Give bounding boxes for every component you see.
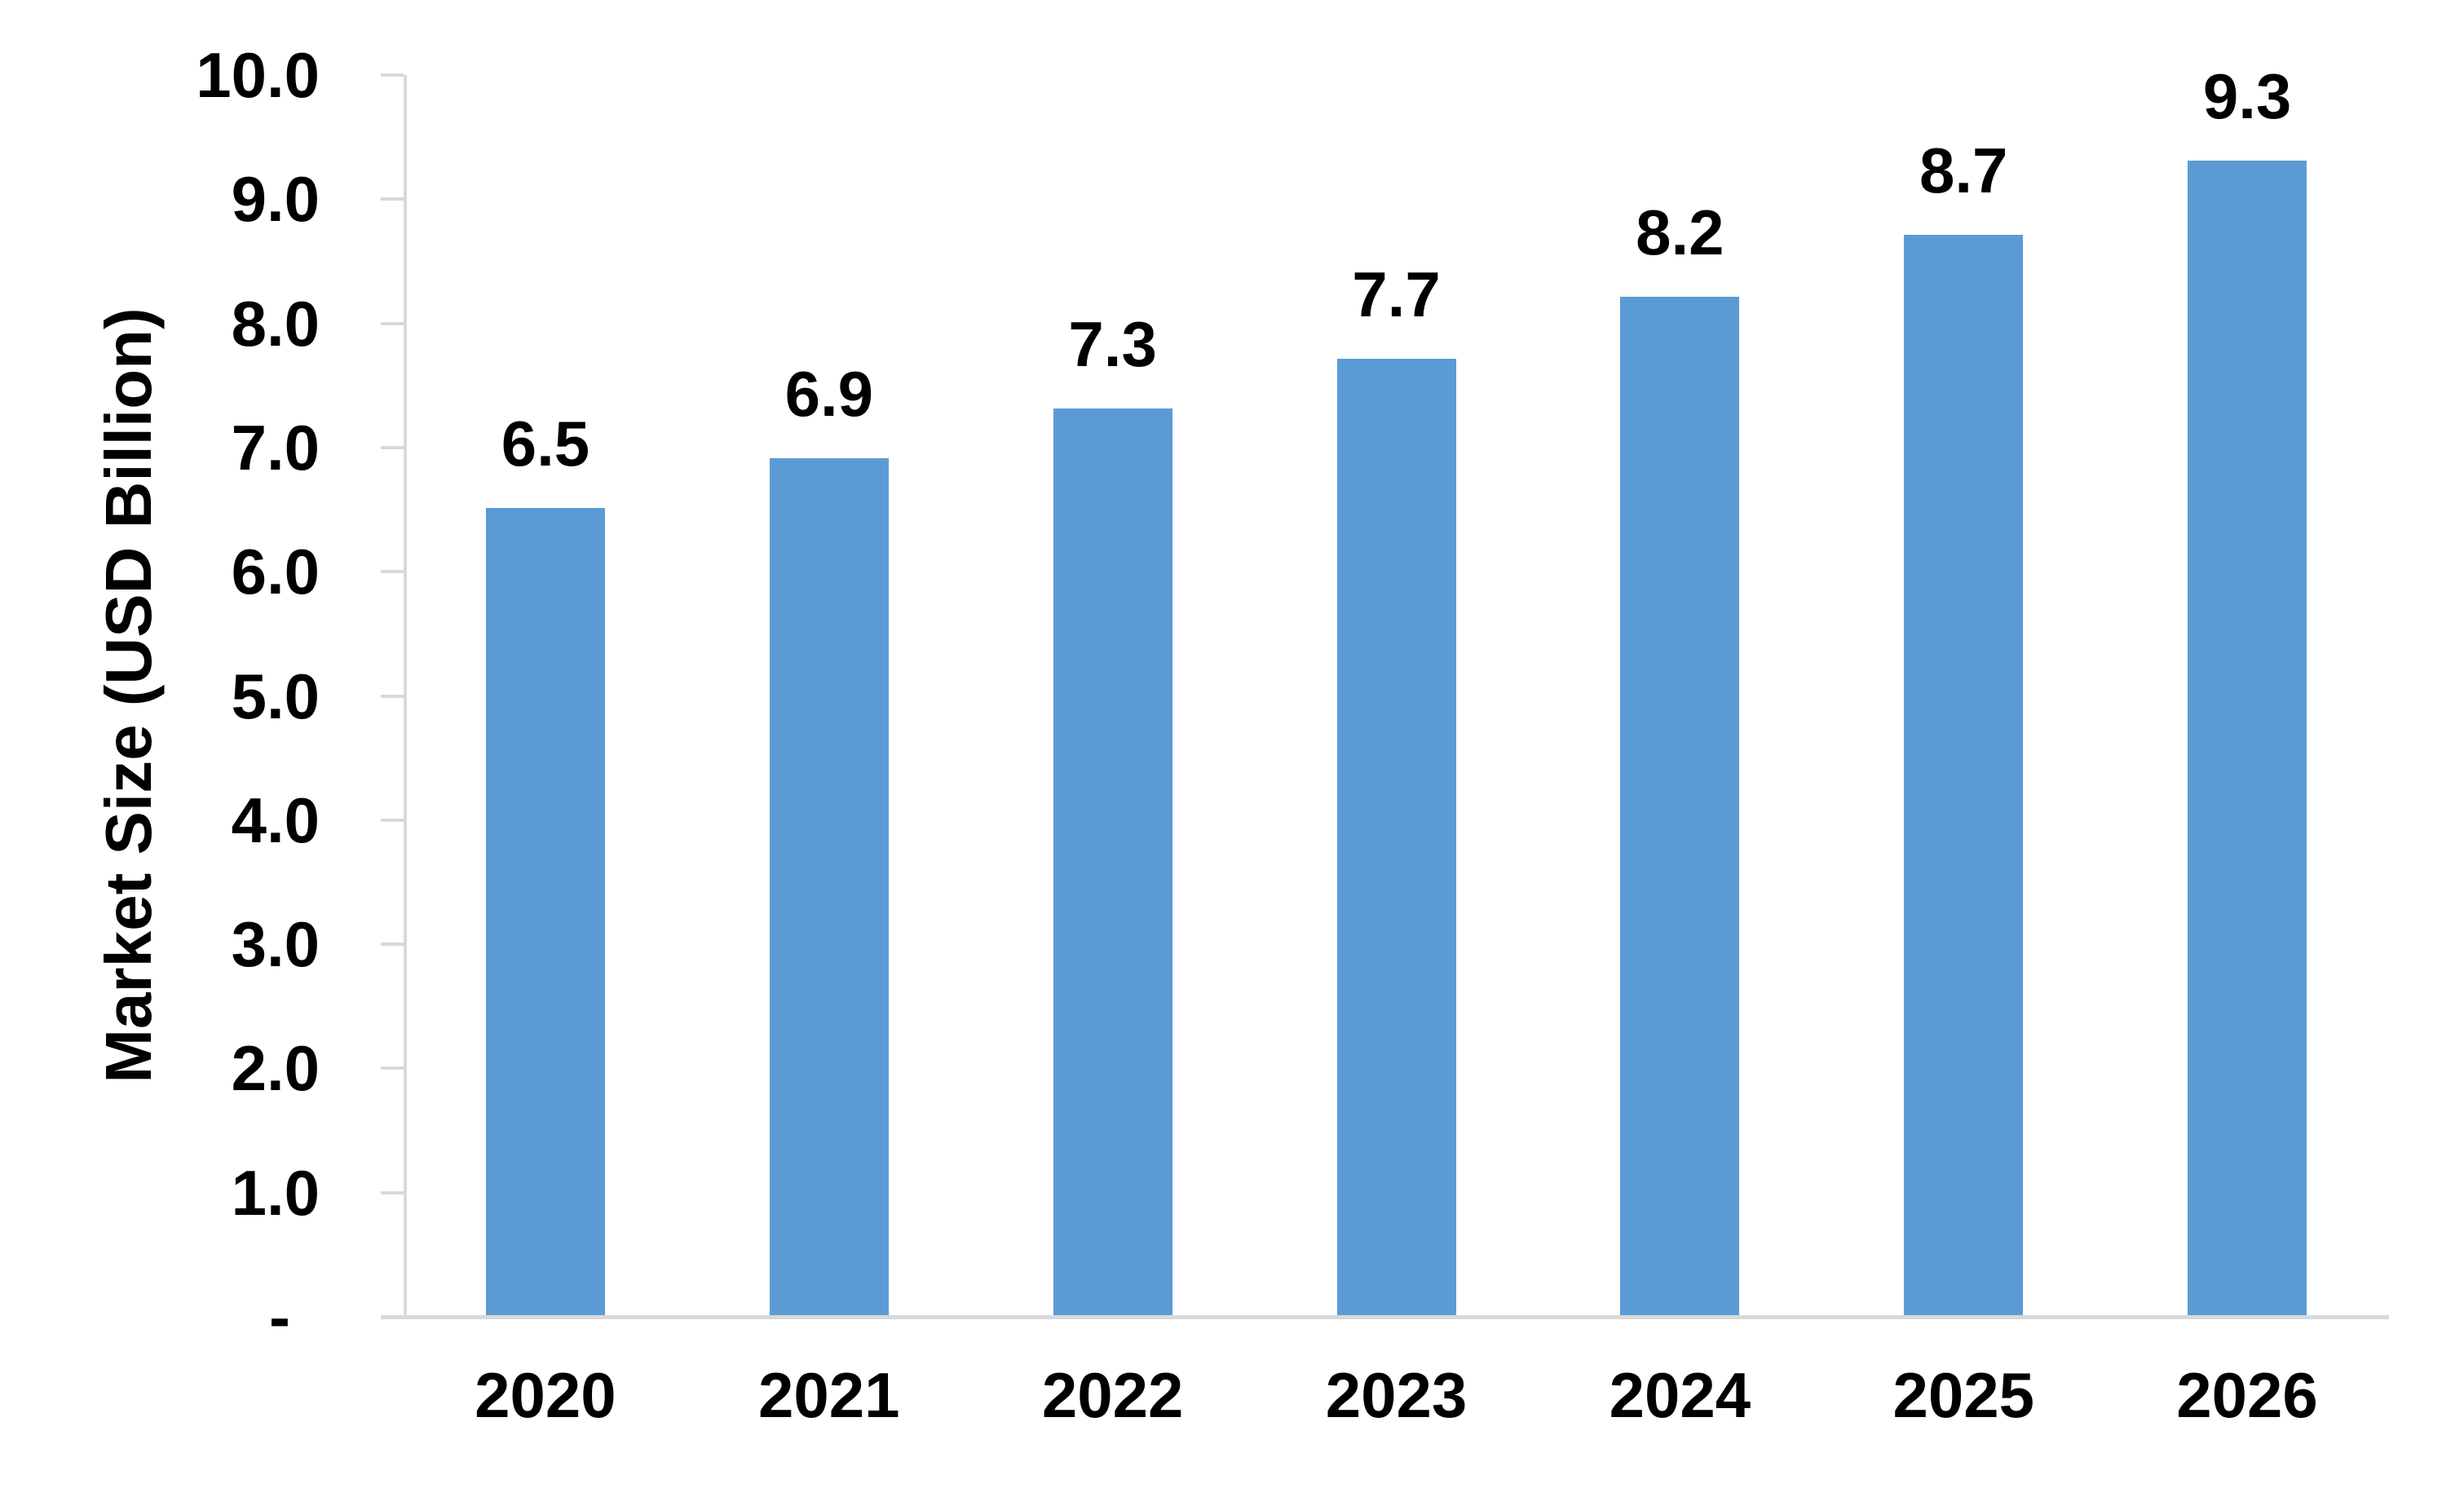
y-tick-9 [381, 197, 404, 201]
bar-value-label-2024: 8.2 [1636, 196, 1724, 268]
y-tick-8 [381, 321, 404, 325]
y-tick-label-10.0: 10.0 [196, 39, 320, 111]
y-tick-label-3.0: 3.0 [231, 908, 320, 981]
bar-2020 [485, 508, 605, 1315]
bar-2022 [1053, 408, 1172, 1315]
y-tick-label--: - [269, 1281, 290, 1353]
y-tick-label-9.0: 9.0 [231, 163, 320, 236]
bar-value-label-2021: 6.9 [784, 358, 873, 430]
bar-value-label-2020: 6.5 [501, 408, 590, 479]
bar-2023 [1336, 359, 1456, 1315]
y-tick-4 [381, 818, 404, 822]
bar-2021 [769, 458, 889, 1315]
bar-value-label-2026: 9.3 [2202, 60, 2292, 132]
x-tick-label-2020: 2020 [475, 1359, 616, 1431]
y-tick-3 [381, 943, 404, 947]
y-tick-label-5.0: 5.0 [231, 660, 320, 732]
y-axis-line [404, 75, 407, 1319]
x-tick-label-2022: 2022 [1041, 1359, 1184, 1431]
y-tick-label-8.0: 8.0 [231, 287, 320, 360]
x-tick-label-2026: 2026 [2176, 1359, 2318, 1431]
y-tick-label-1.0: 1.0 [231, 1156, 320, 1229]
x-tick-label-2024: 2024 [1609, 1359, 1751, 1431]
y-tick-label-2.0: 2.0 [231, 1032, 320, 1105]
y-tick-10 [381, 73, 404, 77]
y-tick-2 [381, 1066, 404, 1071]
y-tick-5 [381, 694, 404, 698]
y-tick-6 [381, 570, 404, 574]
bar-value-label-2023: 7.7 [1352, 258, 1441, 330]
x-tick-label-2025: 2025 [1892, 1359, 2034, 1431]
bar-value-label-2022: 7.3 [1068, 308, 1157, 380]
y-tick-7 [381, 445, 404, 449]
x-tick-label-2021: 2021 [758, 1359, 900, 1431]
bar-2026 [2188, 161, 2307, 1315]
x-tick-label-2023: 2023 [1325, 1359, 1468, 1431]
bar-2024 [1620, 297, 1740, 1315]
y-tick-label-7.0: 7.0 [231, 411, 320, 483]
bar-value-label-2025: 8.7 [1919, 135, 2008, 206]
y-tick-1 [381, 1190, 404, 1194]
y-tick-label-6.0: 6.0 [231, 536, 320, 608]
x-axis-line [381, 1315, 2389, 1319]
y-tick-label-4.0: 4.0 [231, 784, 320, 856]
bar-2025 [1904, 235, 2024, 1315]
